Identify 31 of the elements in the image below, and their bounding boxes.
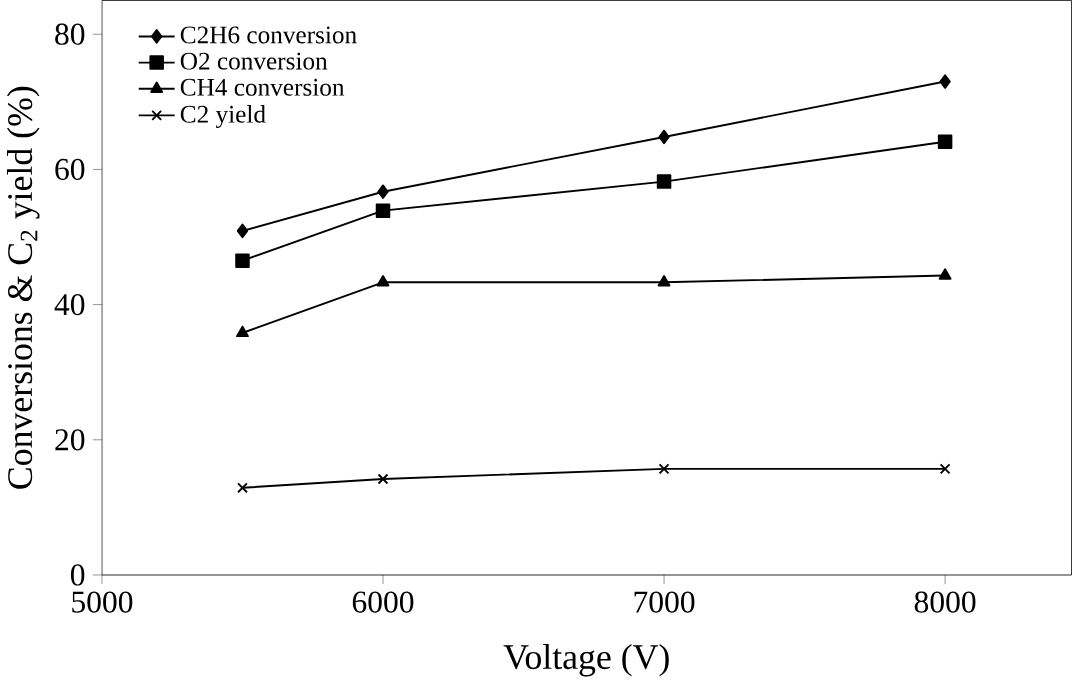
point: [939, 74, 951, 90]
point: [376, 275, 390, 287]
y-tick-label: 40: [54, 294, 85, 316]
point: [375, 203, 391, 219]
point: [939, 463, 951, 475]
x-axis-title: Voltage (V): [503, 644, 669, 677]
point: [377, 473, 389, 485]
x-tick-label: 8000: [914, 591, 976, 613]
y-tick-label: 60: [55, 159, 85, 181]
y-tick-label: 20: [55, 429, 85, 451]
point: [377, 184, 389, 200]
y-tick-label: 0: [70, 564, 85, 586]
legend-label: C2 yield: [180, 105, 266, 129]
legend-label: O2 conversion: [180, 52, 328, 70]
point: [938, 268, 952, 280]
x-tick-label: 7000: [634, 591, 695, 613]
point: [658, 463, 670, 475]
y-tick-label: 80: [55, 23, 85, 46]
point: [658, 129, 670, 145]
point: [657, 275, 671, 287]
point: [656, 174, 672, 190]
point: [236, 325, 249, 338]
point: [237, 482, 248, 494]
point: [937, 134, 953, 150]
x-tick-label: 5000: [72, 591, 133, 613]
x-tick-label: 6000: [352, 591, 414, 613]
legend-label: C2H6 conversion: [180, 26, 357, 44]
point: [235, 253, 250, 269]
point: [236, 223, 249, 239]
y-axis-title: Conversions & C$_{2}$ yield (%): [7, 87, 40, 489]
legend-label: CH4 conversion: [180, 79, 345, 97]
